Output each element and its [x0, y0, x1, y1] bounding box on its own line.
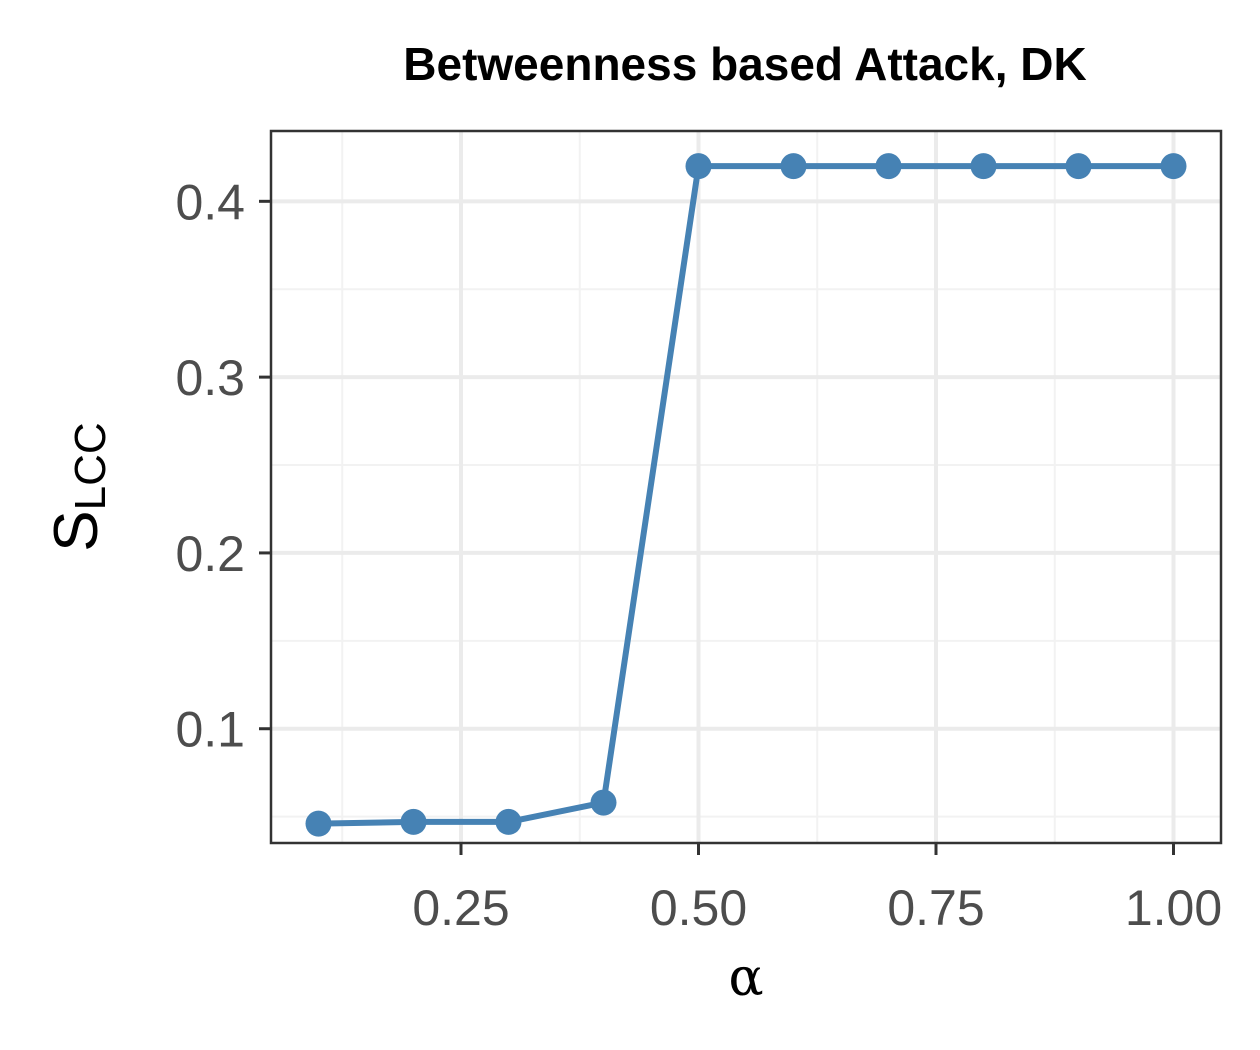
x-axis: 0.25 0.50 0.75 1.00 — [412, 843, 1222, 936]
x-tick-label: 1.00 — [1125, 880, 1222, 936]
data-point — [1065, 153, 1092, 180]
x-tick-label: 0.50 — [650, 880, 747, 936]
grid-major — [271, 131, 1221, 843]
y-tick-label: 0.2 — [175, 526, 245, 582]
data-point — [305, 810, 332, 837]
data-point — [875, 153, 902, 180]
data-point — [400, 808, 427, 835]
data-point — [1160, 153, 1187, 180]
series-line — [318, 163, 1174, 827]
y-tick-label: 0.4 — [175, 174, 245, 230]
y-tick-label: 0.1 — [175, 702, 245, 758]
chart-title: Betweenness based Attack, DK — [403, 38, 1086, 90]
x-axis-title: α — [728, 948, 763, 1008]
data-point — [780, 153, 807, 180]
y-axis-title: SLCC — [42, 422, 115, 551]
x-tick-label: 0.25 — [412, 880, 509, 936]
y-axis-title-subscript: LCC — [66, 422, 115, 510]
data-point — [590, 789, 617, 816]
panel-border — [269, 129, 1223, 845]
data-point — [685, 153, 712, 180]
x-tick-label: 0.75 — [887, 880, 984, 936]
y-axis-title-main: S — [42, 510, 111, 551]
data-point — [495, 808, 522, 835]
grid-minor — [271, 131, 1221, 843]
y-tick-label: 0.3 — [175, 350, 245, 406]
series-layer — [305, 153, 1187, 837]
y-axis: 0.1 0.2 0.3 0.4 — [175, 174, 271, 758]
data-point — [970, 153, 997, 180]
